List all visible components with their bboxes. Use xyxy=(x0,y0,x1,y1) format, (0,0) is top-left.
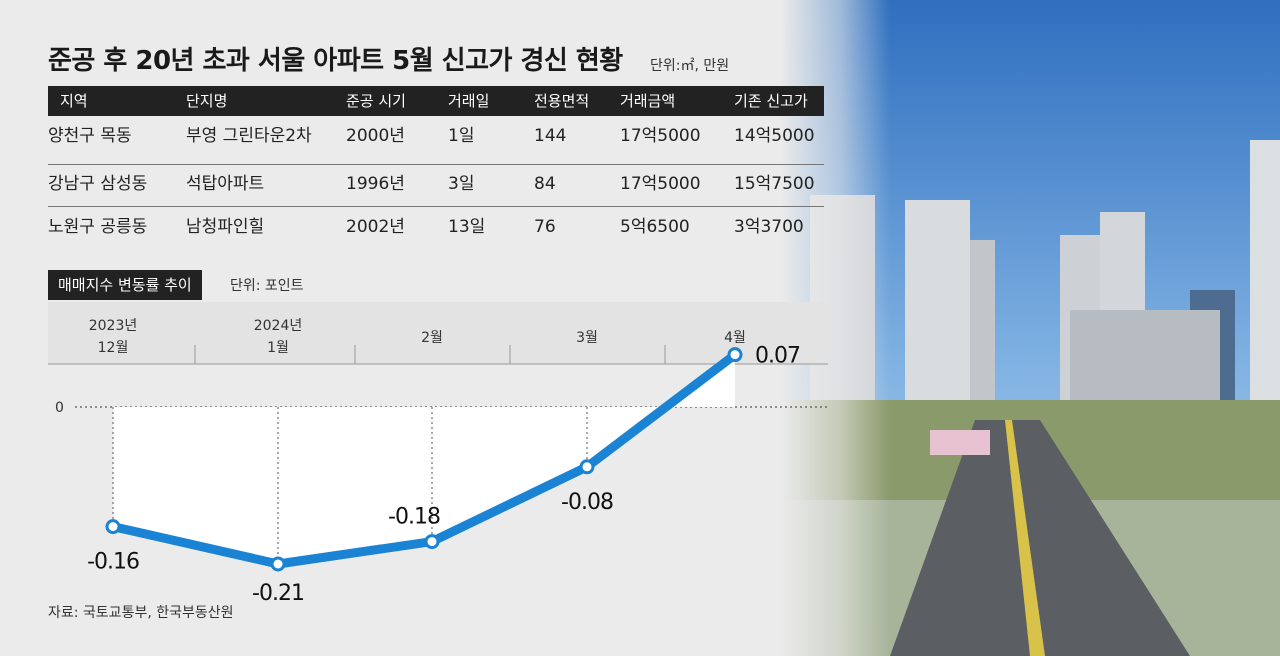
table-row: 노원구 공릉동 남청파인힐 2002년 13일 76 5억6500 3억3700 xyxy=(48,205,824,255)
x-tick-label: 3월 xyxy=(576,330,598,346)
x-tick-label: 12월 xyxy=(98,340,129,356)
cell-area: 144 xyxy=(534,126,567,146)
photo-fade-overlay xyxy=(780,0,1280,656)
cell-region: 양천구 목동 xyxy=(48,126,132,146)
chart-header-band xyxy=(48,302,828,364)
line-chart: 2023년 12월 2024년 1월 2월 3월 4월 0 -0.16 -0.21 -0.18 -0.… xyxy=(48,302,828,606)
data-label: -0.18 xyxy=(388,505,440,530)
cell-region: 강남구 삼성동 xyxy=(48,174,148,194)
data-point xyxy=(727,347,743,363)
chart-title: 매매지수 변동률 추이 xyxy=(48,270,202,300)
data-label: -0.08 xyxy=(561,490,613,515)
page-title: 준공 후 20년 초과 서울 아파트 5월 신고가 경신 현황 xyxy=(48,46,623,76)
cell-complex: 남청파인힐 xyxy=(186,217,265,237)
data-point xyxy=(105,519,121,535)
x-tick-label: 1월 xyxy=(267,340,289,356)
cell-price: 17억5000 xyxy=(620,174,701,194)
table-header: 지역 단지명 준공 시기 거래일 전용면적 거래금액 기존 신고가 xyxy=(48,86,824,116)
cell-built: 1996년 xyxy=(346,174,405,194)
col-header-prev-high: 기존 신고가 xyxy=(734,92,808,110)
chart-unit-label: 단위: 포인트 xyxy=(230,278,304,294)
data-point xyxy=(424,534,440,550)
data-label: 0.07 xyxy=(755,344,800,369)
data-label: -0.21 xyxy=(252,581,304,606)
cell-price: 5억6500 xyxy=(620,217,690,237)
cell-prev-high: 3억3700 xyxy=(734,217,804,237)
cell-region: 노원구 공릉동 xyxy=(48,217,148,237)
col-header-complex: 단지명 xyxy=(186,92,228,110)
data-point xyxy=(579,459,595,475)
x-tick-label: 2월 xyxy=(421,330,443,346)
table-unit-label: 단위:㎡, 만원 xyxy=(650,58,730,74)
table-row: 강남구 삼성동 석탑아파트 1996년 3일 84 17억5000 15억750… xyxy=(48,156,824,207)
cell-complex: 석탑아파트 xyxy=(186,174,265,194)
cell-complex: 부영 그린타운2차 xyxy=(186,126,312,146)
data-point xyxy=(270,556,286,572)
cell-built: 2002년 xyxy=(346,217,405,237)
col-header-area: 전용면적 xyxy=(534,92,590,110)
x-tick-label: 2023년 xyxy=(89,318,138,334)
col-header-region: 지역 xyxy=(60,92,88,110)
col-header-trade-day: 거래일 xyxy=(448,92,490,110)
source-note: 자료: 국토교통부, 한국부동산원 xyxy=(48,605,234,621)
cell-trade-day: 1일 xyxy=(448,126,475,146)
data-label: -0.16 xyxy=(87,550,139,575)
col-header-price: 거래금액 xyxy=(620,92,676,110)
x-tick-label: 2024년 xyxy=(254,318,303,334)
col-header-built: 준공 시기 xyxy=(346,92,406,110)
table-row: 양천구 목동 부영 그린타운2차 2000년 1일 144 17억5000 14… xyxy=(48,114,824,165)
cell-prev-high: 15억7500 xyxy=(734,174,815,194)
area-fill xyxy=(113,354,735,564)
cell-area: 76 xyxy=(534,217,556,237)
cell-trade-day: 13일 xyxy=(448,217,486,237)
cell-price: 17억5000 xyxy=(620,126,701,146)
cell-area: 84 xyxy=(534,174,556,194)
cell-trade-day: 3일 xyxy=(448,174,475,194)
cell-built: 2000년 xyxy=(346,126,405,146)
cell-prev-high: 14억5000 xyxy=(734,126,815,146)
zero-label: 0 xyxy=(55,400,64,416)
x-tick-label: 4월 xyxy=(724,330,746,346)
